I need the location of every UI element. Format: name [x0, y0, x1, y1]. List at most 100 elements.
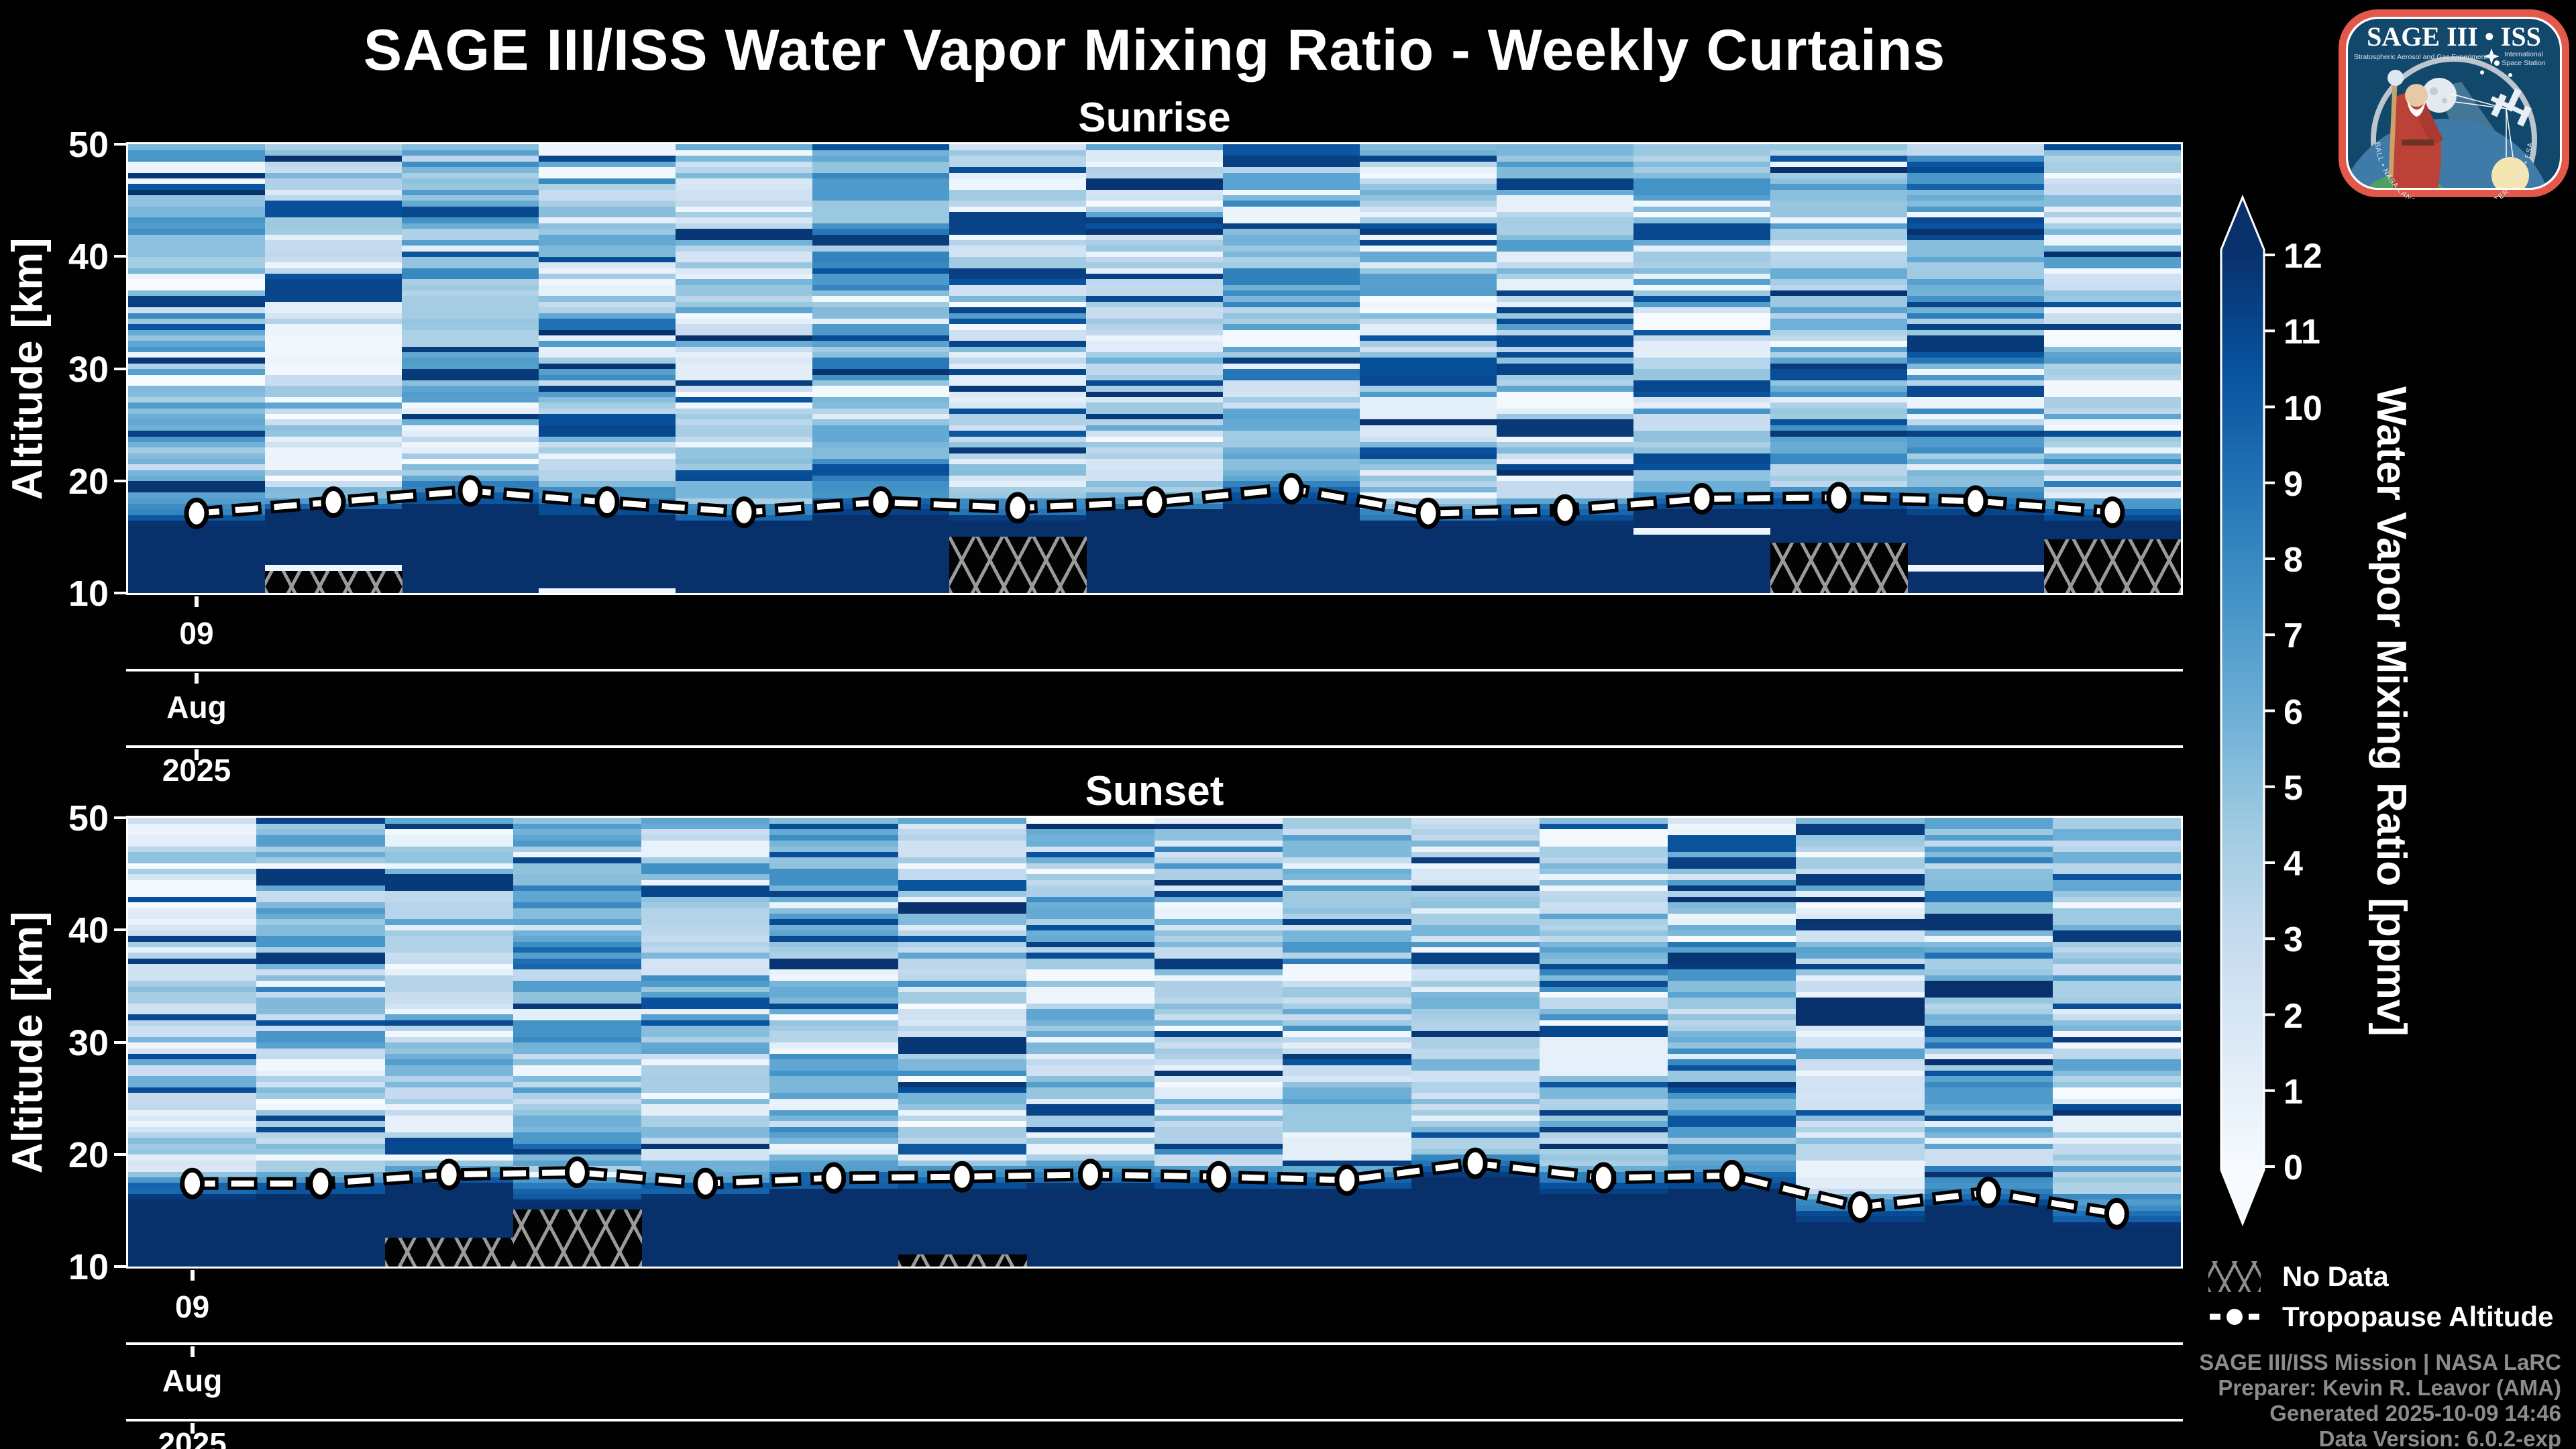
- colorbar-tick-label: 5: [2284, 768, 2303, 808]
- x-tick-year: [195, 749, 199, 760]
- x-date-label-day: 09: [179, 616, 214, 651]
- y-tick: [114, 367, 126, 370]
- tropopause-marker: [1279, 472, 1304, 504]
- sunset-subtitle: Sunset: [1085, 768, 1224, 814]
- no-data-hatch: [265, 570, 402, 593]
- tropopause-marker: [731, 496, 757, 529]
- tropopause-marker: [1334, 1164, 1360, 1196]
- x-date-label-day: 09: [175, 1289, 210, 1324]
- logo-orbit-ring-icon: [2371, 56, 2537, 188]
- tropopause-marker: [1462, 1147, 1488, 1179]
- curtain-column: [769, 818, 899, 1267]
- curtain-column: [1497, 144, 1634, 593]
- logo-right-tagline-1: International: [2504, 50, 2543, 58]
- tropopause-marker: [1206, 1161, 1232, 1193]
- x-date-label-year: 2025: [162, 753, 231, 788]
- curtain-column: [641, 818, 771, 1267]
- colorbar: [2220, 195, 2275, 1227]
- tropopause-marker: [1552, 494, 1578, 526]
- tropopause-marker: [436, 1159, 462, 1191]
- colorbar-gradient-bar: [2220, 195, 2265, 1227]
- x-tick-year: [190, 1423, 195, 1434]
- no-data-hatch: [949, 537, 1087, 593]
- y-tick: [114, 143, 126, 146]
- colorbar-tick-label: 0: [2284, 1148, 2303, 1187]
- curtain-column: [1539, 818, 1668, 1267]
- tropopause-altitude-line: [184, 472, 2125, 529]
- tropopause-marker: [868, 486, 894, 519]
- curtain-column: [1026, 818, 1155, 1267]
- tropopause-marker: [321, 486, 346, 519]
- tropopause-marker: [458, 475, 483, 507]
- curtain-column: [1155, 818, 1284, 1267]
- axis-divider-line: [126, 745, 2183, 748]
- colorbar-tick-label: 2: [2284, 996, 2303, 1036]
- tropopause-marker: [1719, 1160, 1745, 1192]
- tropopause-marker: [180, 1167, 205, 1199]
- y-tick: [114, 592, 126, 594]
- y-tick: [114, 479, 126, 482]
- no-data-hatch: [898, 1254, 1027, 1267]
- tropopause-marker: [1847, 1191, 1873, 1223]
- attribution-data-version: Data Version: 6.0.2-exp: [2318, 1426, 2561, 1449]
- curtain-column: [256, 818, 386, 1267]
- colorbar-tick-label: 1: [2284, 1072, 2303, 1112]
- y-tick: [114, 1265, 126, 1268]
- y-tick-label: 50: [68, 125, 109, 165]
- y-tick-label: 40: [68, 237, 109, 278]
- attribution-generated: Generated 2025-10-09 14:46: [2269, 1401, 2561, 1426]
- tropopause-marker: [564, 1157, 590, 1189]
- sunset-curtain-heatmap: [126, 816, 2183, 1269]
- colorbar-tick-label: 7: [2284, 616, 2303, 656]
- colorbar-tick-label: 3: [2284, 920, 2303, 960]
- colorbar-tick-label: 6: [2284, 692, 2303, 732]
- tropopause-altitude-line: [180, 1147, 2129, 1230]
- tropopause-marker: [308, 1167, 333, 1199]
- colorbar-tick-label: 9: [2284, 464, 2303, 504]
- y-tick-label: 10: [68, 574, 109, 614]
- colorbar-tick-label: 10: [2284, 388, 2322, 428]
- logo-sun-icon: [2491, 157, 2529, 188]
- x-date-label-year: 2025: [158, 1426, 227, 1449]
- axis-divider-line: [126, 1419, 2183, 1421]
- curtain-column: [265, 144, 402, 593]
- logo-stars: [2480, 48, 2512, 77]
- tropopause-marker: [184, 497, 209, 529]
- no-data-hatch: [2044, 539, 2181, 593]
- curtain-column: [1223, 144, 1360, 593]
- tropopause-legend-label: Tropopause Altitude: [2282, 1301, 2554, 1332]
- colorbar-tick-label: 8: [2284, 541, 2303, 580]
- y-tick-label: 30: [68, 1022, 109, 1063]
- y-tick: [114, 1152, 126, 1156]
- x-date-label-month: Aug: [162, 1363, 223, 1398]
- attribution-block: SAGE III/ISS Mission | NASA LaRC Prepare…: [2199, 1350, 2561, 1449]
- attribution-preparer: Preparer: Kevin R. Leavor (AMA): [2218, 1375, 2561, 1400]
- colorbar-axis-label: Water Vapor Mixing Ratio [ppmv]: [2368, 386, 2415, 1036]
- tropopause-marker: [1591, 1162, 1616, 1194]
- page-title: SAGE III/ISS Water Vapor Mixing Ratio - …: [363, 18, 1946, 83]
- curtain-column: [1086, 144, 1224, 593]
- tropopause-marker: [1963, 485, 1988, 517]
- x-tick-day: [195, 596, 199, 607]
- x-date-label-month: Aug: [166, 690, 227, 724]
- logo-right-tagline-2: Space Station: [2502, 59, 2546, 67]
- y-tick: [114, 816, 126, 819]
- low-value-strip: [1907, 565, 2044, 572]
- low-value-strip: [265, 565, 402, 571]
- y-tick-label: 30: [68, 349, 109, 390]
- curtain-column: [1668, 818, 1797, 1267]
- tropopause-marker: [2100, 496, 2125, 529]
- no-data-hatch: [1770, 542, 1908, 593]
- no-data-hatch: [384, 1237, 514, 1267]
- tropopause-marker: [1142, 486, 1167, 519]
- y-tick-label: 20: [68, 1134, 109, 1175]
- curtain-column: [1360, 144, 1497, 593]
- no-data-hatch-swatch-icon: [2208, 1261, 2261, 1292]
- tropopause-marker: [949, 1161, 975, 1193]
- y-tick-label: 50: [68, 798, 109, 839]
- colorbar-tick-label: 11: [2284, 313, 2320, 352]
- x-tick-day: [190, 1270, 195, 1281]
- y-tick-label: 20: [68, 461, 109, 502]
- tropopause-marker: [693, 1167, 718, 1199]
- tropopause-marker: [594, 486, 620, 519]
